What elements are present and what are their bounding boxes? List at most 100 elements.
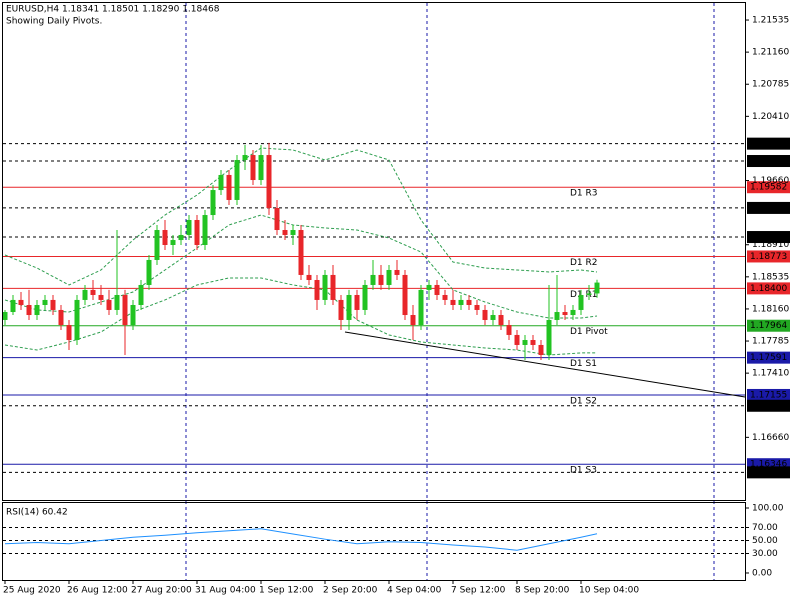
candle-body (162, 230, 168, 245)
subtitle: Showing Daily Pivots. (6, 17, 102, 27)
candle-body (482, 309, 488, 320)
level-label: 1.18773 (750, 252, 787, 262)
y-tick-label: 1.17410 (752, 369, 789, 379)
candle-body (290, 230, 296, 235)
x-tick-label: 8 Sep 20:00 (515, 586, 570, 596)
candle-body (506, 325, 512, 335)
level-label: 1.19888 (750, 157, 787, 167)
candle-body (146, 259, 152, 285)
main-frame (2, 2, 746, 501)
y-tick-label: 1.21535 (752, 16, 789, 26)
y-tick-label: 1.16660 (752, 433, 789, 443)
candle-body (314, 280, 320, 300)
candle-body (266, 155, 272, 209)
candle-body (458, 299, 464, 306)
candle-body (466, 299, 472, 306)
level-label: 1.19582 (750, 183, 787, 193)
pivot-name: D1 R3 (570, 189, 598, 199)
candle-body (370, 274, 376, 285)
candle-body (18, 299, 24, 306)
candle-body (50, 299, 56, 310)
candle-body (122, 294, 128, 326)
rsi-y-tick-label: 50.00 (752, 536, 778, 546)
candle-body (130, 305, 136, 326)
candle-body (426, 284, 432, 290)
candle-body (258, 155, 264, 181)
bands (4, 147, 598, 356)
level-label: 1.20091 (750, 139, 787, 149)
level-label: 1.19340 (750, 203, 787, 213)
candle-body (42, 299, 48, 306)
candle-body (418, 289, 424, 326)
candle-body (234, 159, 240, 200)
candle-body (562, 312, 568, 316)
candle-body (538, 344, 544, 355)
candle-body (362, 284, 368, 310)
level-label: 1.17029 (750, 401, 787, 411)
x-tick-label: 31 Aug 04:00 (195, 586, 256, 596)
level-label: 1.17964 (750, 321, 787, 331)
rsi-y-tick-label: 70.00 (752, 523, 778, 533)
y-tick-label: 1.18160 (752, 304, 789, 314)
candle-body (498, 315, 504, 326)
band-middle (4, 214, 598, 319)
level-box (747, 399, 790, 412)
y-tick-label: 1.18535 (752, 272, 789, 282)
level-box (747, 388, 790, 401)
pivot-name: D1 R1 (570, 290, 598, 300)
level-box (747, 466, 790, 479)
candle-body (10, 299, 16, 313)
level-label: 1.17591 (750, 353, 787, 363)
candle-body (322, 274, 328, 300)
x-tick-label: 10 Sep 04:00 (579, 586, 639, 596)
x-tick-label: 1 Sep 12:00 (259, 586, 314, 596)
candle-body (210, 190, 216, 216)
candle-body (242, 155, 248, 160)
rsi-frame (2, 502, 746, 581)
axes: 1.20091 1.19888 1.19582 1.19340 1.19000 1.187… (3, 16, 790, 596)
x-tick-label: 7 Sep 12:00 (451, 586, 506, 596)
rsi-y-tick-label: 0.00 (752, 568, 772, 578)
candle-body (386, 269, 392, 285)
y-tick-label: 1.20785 (752, 80, 789, 90)
level-box (747, 201, 790, 214)
candle-body (594, 282, 600, 294)
level-label: 1.16346 (750, 460, 787, 470)
candle-body (274, 208, 280, 231)
candle-body (106, 299, 112, 310)
rsi-title: RSI(14) 60.42 (6, 508, 68, 518)
candle-body (410, 315, 416, 326)
candle-body (546, 319, 552, 355)
level-box (747, 319, 790, 332)
candle-body (34, 305, 40, 316)
candle-body (2, 312, 8, 320)
candle-body (530, 340, 536, 345)
candle-body (394, 269, 400, 275)
y-tick-label: 1.18910 (752, 240, 789, 250)
candle-body (138, 284, 144, 306)
band-upper (4, 147, 598, 286)
x-tick-label: 27 Aug 20:00 (131, 586, 192, 596)
candle-body (554, 312, 560, 320)
x-tick-label: 4 Sep 04:00 (387, 586, 442, 596)
candle-body (442, 294, 448, 300)
candle-body (450, 299, 456, 306)
candle-body (98, 294, 104, 300)
candle-body (58, 309, 64, 326)
y-tick-label: 1.19660 (752, 176, 789, 186)
chart-title: EURUSD,H4 1.18341 1.18501 1.18290 1.1846… (6, 5, 220, 15)
x-tick-label: 26 Aug 12:00 (67, 586, 128, 596)
candle-body (330, 274, 336, 300)
candle-body (306, 274, 312, 281)
level-box (747, 282, 790, 295)
pivot-name: D1 S2 (570, 396, 597, 406)
candle-body (586, 293, 592, 295)
candle-body (178, 234, 184, 241)
band-lower (4, 277, 597, 356)
candle-body (218, 174, 224, 191)
level-box (747, 181, 790, 194)
pivot-name: D1 S1 (570, 359, 597, 369)
candle-body (202, 215, 208, 245)
candle-body (338, 299, 344, 320)
